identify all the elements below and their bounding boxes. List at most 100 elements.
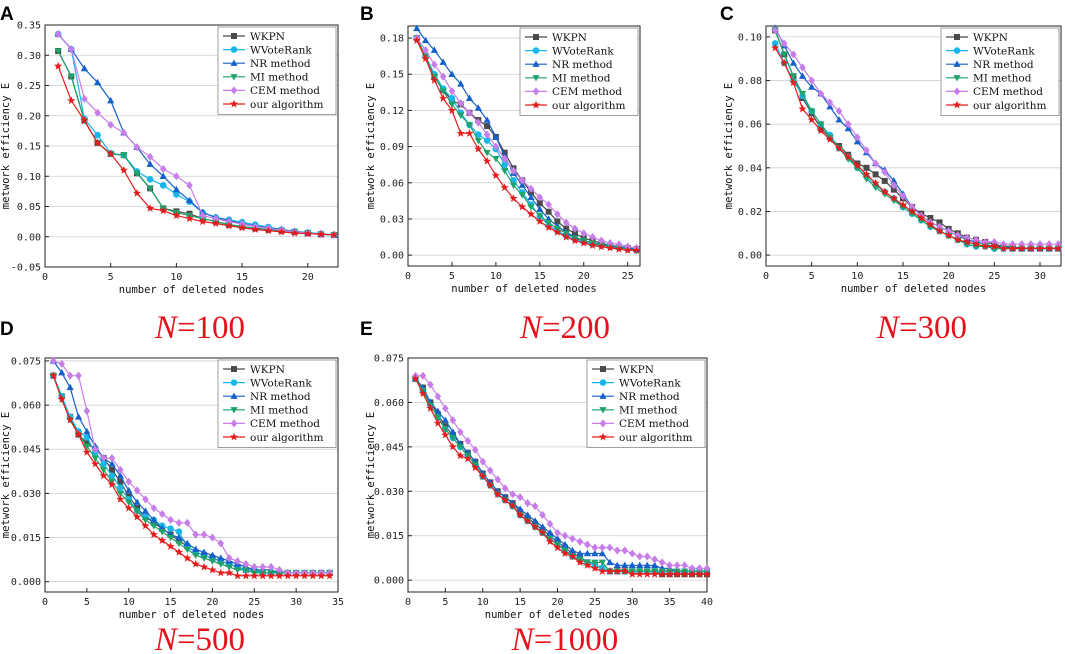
legend-marker <box>230 46 238 53</box>
data-point <box>972 235 980 244</box>
data-point <box>192 545 200 553</box>
legend-label: our algorithm <box>552 100 625 112</box>
data-point <box>808 108 816 115</box>
data-point <box>119 165 128 174</box>
data-point <box>133 143 141 152</box>
series-line <box>415 378 707 572</box>
data-point <box>665 569 674 578</box>
caption-value: =200 <box>542 310 610 346</box>
data-point <box>817 121 825 128</box>
data-point <box>145 203 155 212</box>
data-point <box>116 494 125 503</box>
y-tick-label: 0.15 <box>380 70 404 81</box>
data-point <box>539 510 546 520</box>
y-tick-label: 0.060 <box>374 398 404 409</box>
data-point <box>120 128 128 137</box>
legend-marker <box>230 419 238 428</box>
data-point <box>116 490 124 498</box>
data-point <box>1008 244 1017 253</box>
data-point <box>613 566 622 575</box>
data-point <box>621 546 629 555</box>
series-cem-method <box>413 34 640 252</box>
data-point <box>981 237 989 247</box>
data-point <box>146 152 154 161</box>
data-point <box>209 533 216 542</box>
x-tick-label: 15 <box>236 272 248 283</box>
data-point <box>605 243 615 252</box>
data-point <box>200 530 208 539</box>
data-point <box>854 133 861 142</box>
legend-marker <box>600 366 606 372</box>
data-point <box>146 160 154 167</box>
data-point <box>590 563 600 572</box>
legend-label: WKPN <box>250 364 285 376</box>
data-point <box>83 427 91 435</box>
legend-marker <box>953 75 961 82</box>
data-point <box>172 211 181 220</box>
data-point <box>475 131 482 138</box>
x-tick-label: 40 <box>701 597 713 608</box>
y-tick-label: 0.35 <box>17 21 41 32</box>
data-point <box>192 552 200 559</box>
data-point <box>186 181 193 190</box>
data-point <box>146 175 154 183</box>
chart-panel-b: B 0.00 0.03 0.06 0.09 0.12 0.15 0.18 0 5 10 15 20 25 n… <box>360 4 641 346</box>
data-point <box>434 407 442 415</box>
data-point <box>276 565 283 574</box>
series-our-algorithm <box>771 43 1063 253</box>
panel-caption: N=200 <box>519 310 610 346</box>
x-tick-label: 0 <box>42 272 48 283</box>
data-point <box>515 510 525 519</box>
data-point <box>862 170 871 178</box>
data-point <box>518 192 526 199</box>
series-line <box>57 65 335 236</box>
data-point <box>57 394 66 403</box>
data-point <box>49 371 58 380</box>
data-point <box>516 505 524 512</box>
data-point <box>535 217 544 225</box>
data-point <box>672 569 682 578</box>
caption-value: =300 <box>899 310 967 346</box>
data-point <box>591 543 599 552</box>
series-line <box>53 360 330 574</box>
y-tick-label: 0.02 <box>738 207 762 218</box>
series-line <box>57 33 335 236</box>
data-point <box>439 58 447 65</box>
data-point <box>780 51 788 59</box>
x-tick-label: 10 <box>477 597 489 608</box>
data-point <box>185 214 194 223</box>
legend-label: WKPN <box>250 31 285 43</box>
data-point <box>999 244 1008 253</box>
data-point <box>475 118 482 127</box>
data-point <box>890 186 897 193</box>
y-tick-label: 0.20 <box>17 111 41 122</box>
data-point <box>159 206 168 215</box>
data-point <box>441 416 449 423</box>
data-point <box>58 368 66 376</box>
caption-value: =1000 <box>534 622 619 654</box>
data-point <box>799 63 806 72</box>
data-point <box>492 133 500 140</box>
data-point <box>510 166 517 175</box>
y-axis-title: metwork efficiency E <box>0 412 12 538</box>
data-point <box>421 54 430 63</box>
data-point <box>100 454 107 463</box>
data-point <box>606 543 614 552</box>
data-point <box>474 144 483 153</box>
data-point <box>500 183 509 192</box>
chart-panel-a: A -0.05 0.00 0.05 0.10 0.15 0.20 0.25 0.30 0.35 0 5… <box>0 4 339 346</box>
y-tick-label: 0.075 <box>374 354 404 365</box>
legend-marker <box>230 59 238 66</box>
data-point <box>250 562 258 572</box>
data-point <box>553 534 562 542</box>
x-tick-label: 0 <box>42 597 48 608</box>
x-tick-label: 5 <box>108 272 114 283</box>
data-point <box>100 460 107 468</box>
chart-panel-e: E 0.000 0.015 0.030 0.045 0.060 0.075 0 5 10 15 20 2… <box>360 319 713 654</box>
data-point <box>1017 244 1026 253</box>
data-point <box>536 200 543 207</box>
data-point <box>501 154 508 163</box>
data-point <box>508 501 517 510</box>
